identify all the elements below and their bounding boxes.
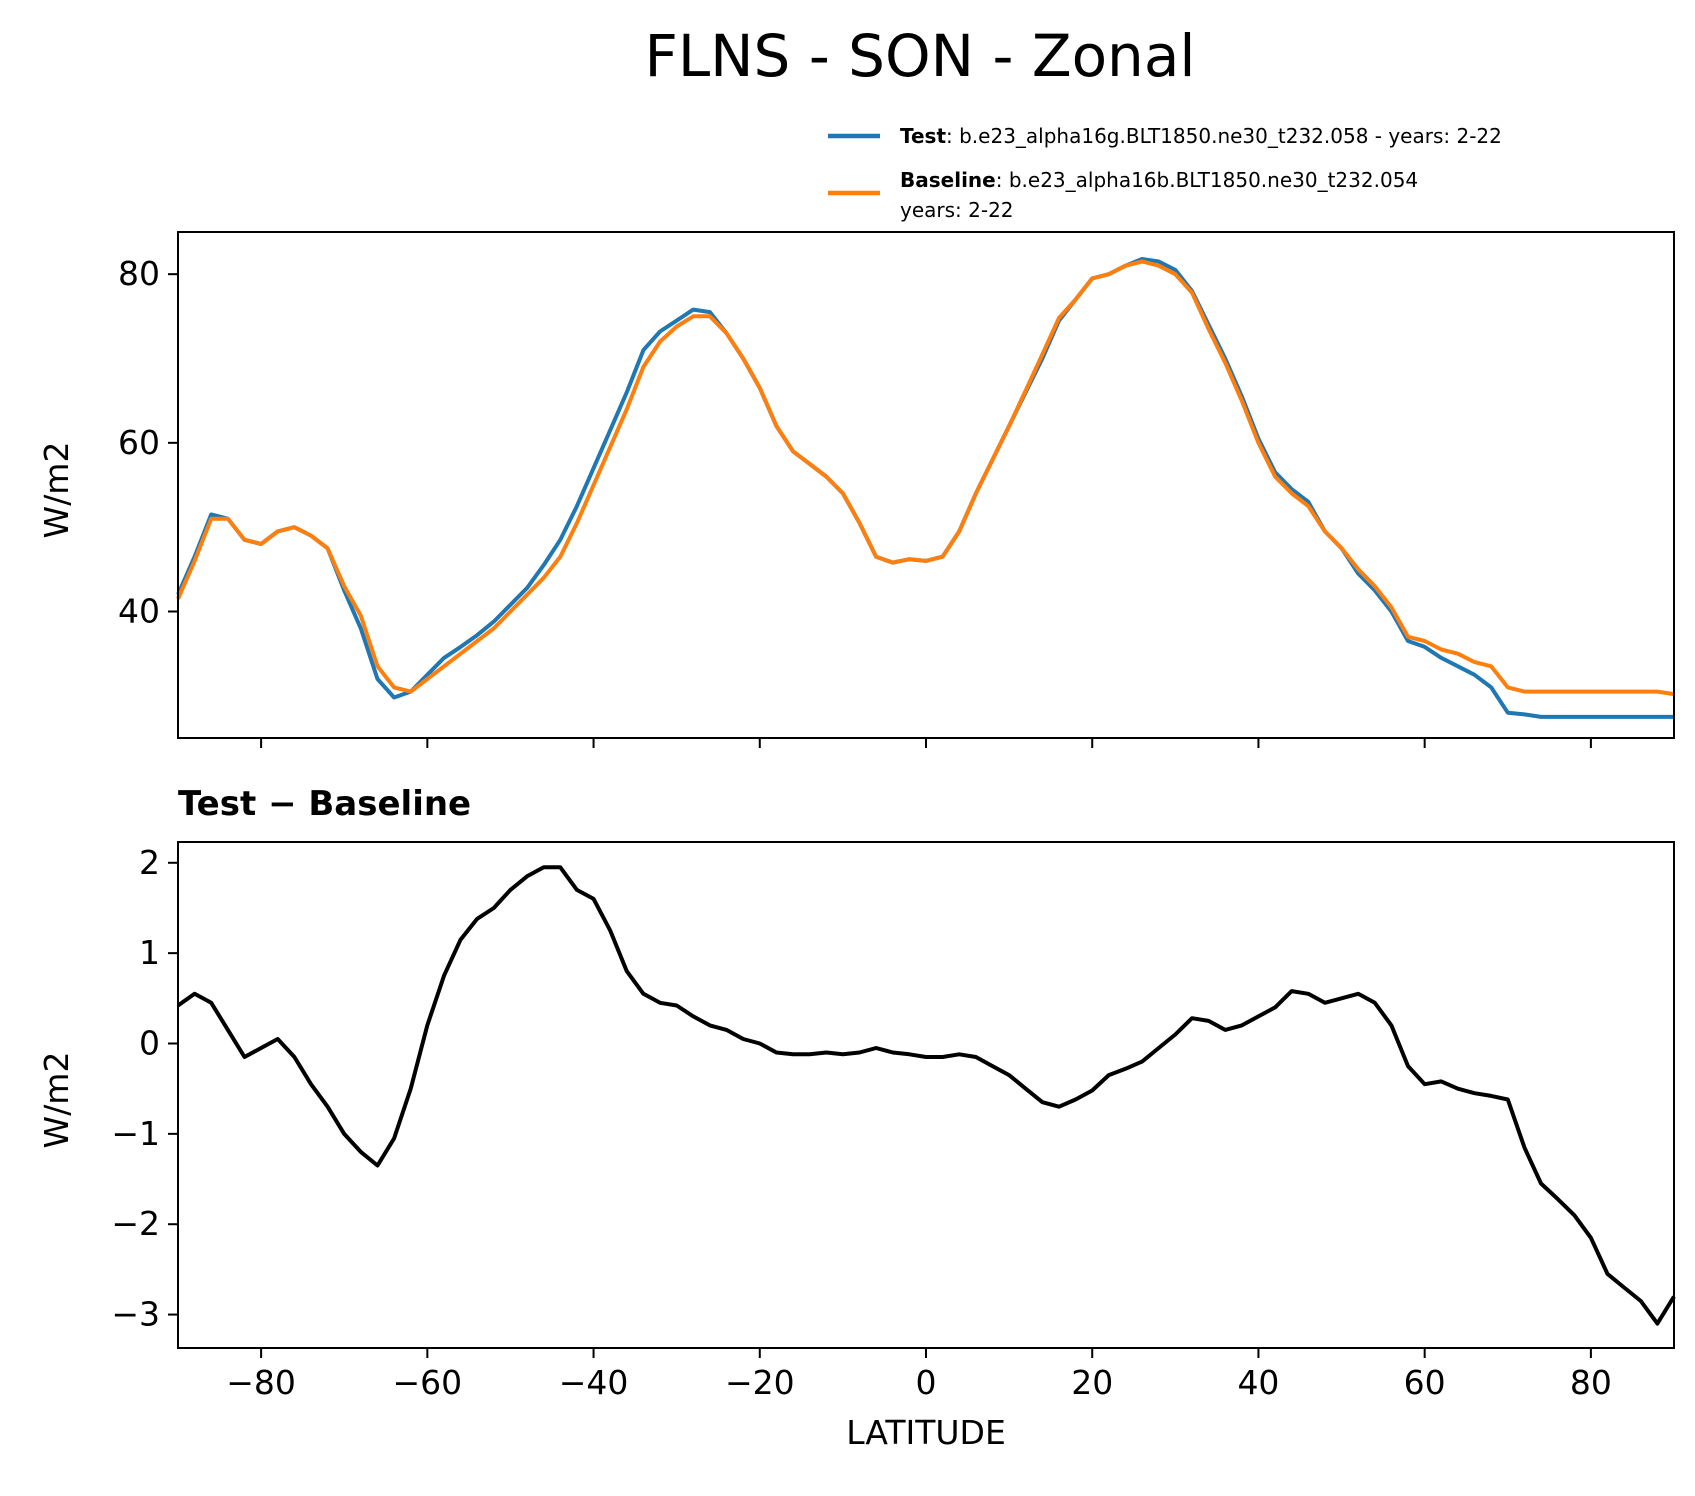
legend: Test: b.e23_alpha16g.BLT1850.ne30_t232.0… — [828, 124, 1502, 222]
bottom-xtick-label: 80 — [1570, 1363, 1612, 1402]
bottom-axes-frame — [177, 841, 1675, 1349]
bottom-xtick-label: −80 — [226, 1363, 296, 1402]
legend-entry-test: Test: b.e23_alpha16g.BLT1850.ne30_t232.0… — [900, 124, 1502, 148]
bottom-ytick-label: −2 — [111, 1204, 160, 1243]
bottom-ytick-label: 2 — [139, 843, 160, 882]
bottom-ticks-group: −80 −60 −40 −20 0 20 40 60 80 −3 −2 −1 0 1 2 — [111, 843, 1612, 1402]
legend-label-baseline: Baseline — [900, 168, 996, 192]
top-ytick-label: 40 — [118, 592, 160, 631]
bottom-xtick-label: −60 — [393, 1363, 463, 1402]
legend-desc2-baseline: years: 2-22 — [900, 198, 1014, 222]
bottom-xtick-label: −20 — [725, 1363, 795, 1402]
bottom-title: Test − Baseline — [178, 784, 471, 824]
bottom-ylabel: W/m2 — [37, 1052, 76, 1149]
top-panel: W/m2 40 60 80 — [37, 231, 1675, 748]
legend-entry-baseline: Baseline: b.e23_alpha16b.BLT1850.ne30_t2… — [900, 168, 1418, 192]
top-series-line-test — [176, 257, 1674, 719]
top-series-group — [176, 257, 1675, 719]
bottom-xtick-label: −40 — [559, 1363, 629, 1402]
top-ticks-group: 40 60 80 — [118, 254, 1592, 748]
bottom-ytick-label: 1 — [139, 933, 160, 972]
bottom-xtick-label: 60 — [1404, 1363, 1446, 1402]
bottom-ytick-label: −1 — [111, 1114, 160, 1153]
bottom-xlabel: LATITUDE — [846, 1413, 1006, 1452]
bottom-xtick-label: 40 — [1237, 1363, 1279, 1402]
figure-title: FLNS - SON - Zonal — [645, 22, 1196, 90]
bottom-series-group — [176, 865, 1676, 1326]
top-series-line-baseline — [176, 259, 1675, 697]
bottom-xtick-label: 20 — [1071, 1363, 1113, 1402]
bottom-xtick-label: 0 — [916, 1363, 937, 1402]
bottom-panel: Test − Baseline W/m2 −80 −60 −40 −20 0 20 40 60… — [37, 784, 1676, 1452]
top-axes-frame — [177, 231, 1675, 739]
top-ylabel: W/m2 — [37, 442, 76, 539]
legend-label-test: Test — [900, 124, 946, 148]
top-ytick-label: 80 — [118, 254, 160, 293]
bottom-ytick-label: 0 — [139, 1023, 160, 1062]
top-ytick-label: 60 — [118, 423, 160, 462]
bottom-series-line-difference — [176, 865, 1676, 1326]
legend-desc-test: : b.e23_alpha16g.BLT1850.ne30_t232.058 -… — [946, 124, 1502, 148]
bottom-ytick-label: −3 — [111, 1295, 160, 1334]
legend-desc-baseline: : b.e23_alpha16b.BLT1850.ne30_t232.054 — [996, 168, 1418, 192]
